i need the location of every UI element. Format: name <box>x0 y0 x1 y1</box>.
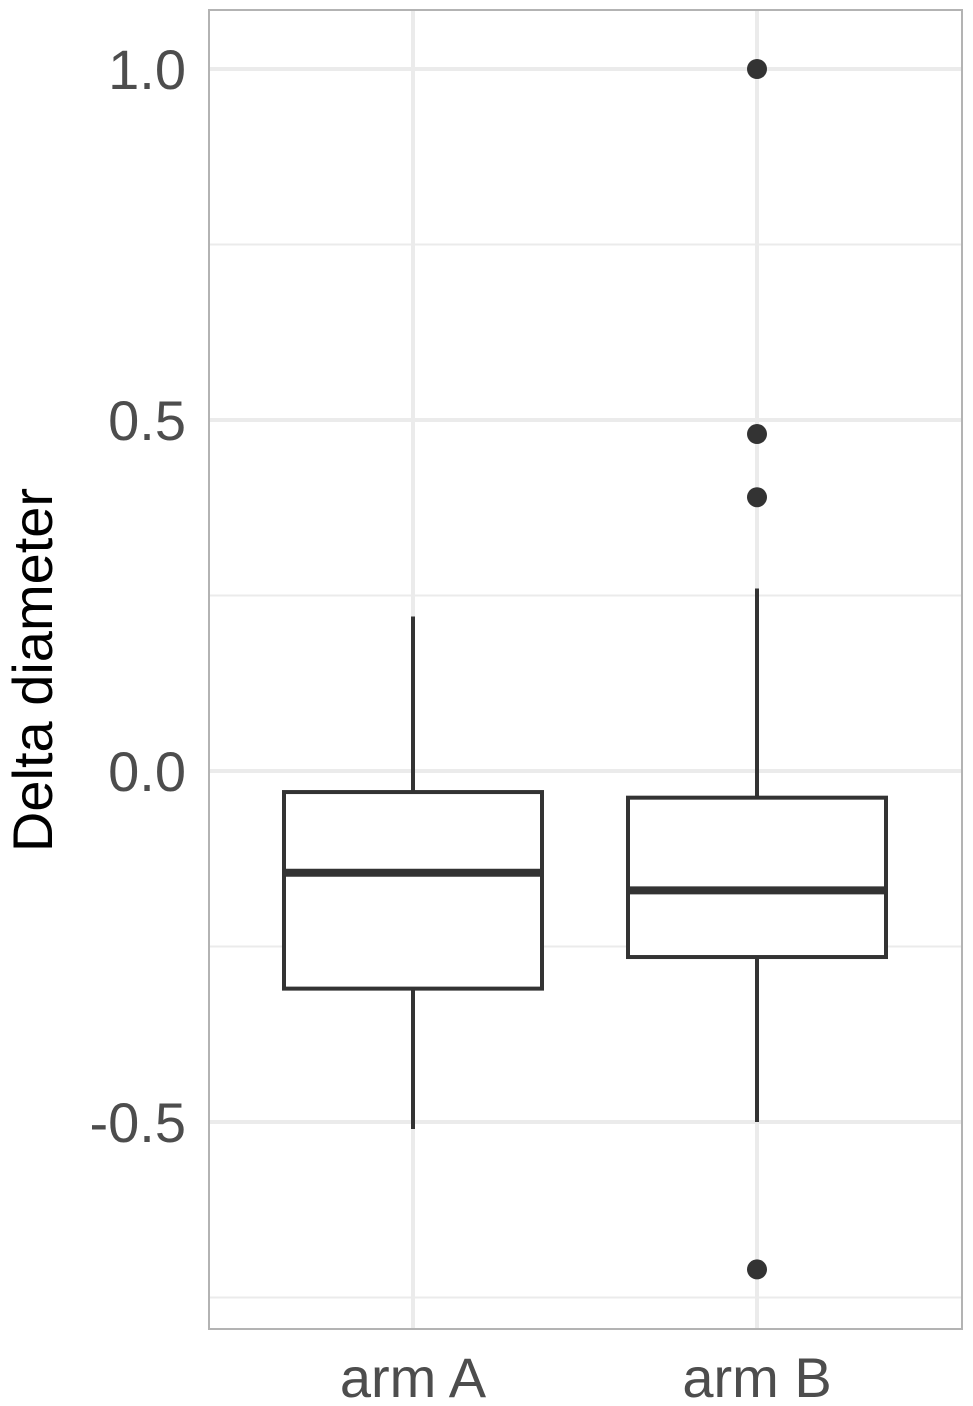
iqr-box <box>282 790 544 991</box>
y-tick-label: 0.0 <box>108 740 186 803</box>
outlier-point <box>747 424 767 445</box>
box-groups <box>282 59 888 1280</box>
y-axis-title: Delta diameter <box>1 488 64 852</box>
outlier-point <box>747 1259 767 1280</box>
x-axis-tick-labels: arm A arm B <box>340 1346 832 1406</box>
panel-border <box>208 9 963 1330</box>
outlier-point <box>747 487 767 508</box>
y-tick-label: 1.0 <box>108 38 186 101</box>
y-tick-label: 0.5 <box>108 389 186 452</box>
grid-major-lines <box>209 67 962 1124</box>
box-group <box>626 59 888 1280</box>
x-tick-label: arm A <box>340 1346 487 1406</box>
outlier-point <box>747 59 767 79</box>
box-group <box>282 616 544 1130</box>
panel-background <box>209 10 962 1329</box>
y-axis-tick-labels: -0.5 0.0 0.5 1.0 <box>90 38 187 1154</box>
y-tick-label: -0.5 <box>90 1091 187 1154</box>
x-tick-label: arm B <box>682 1346 831 1406</box>
iqr-box <box>626 795 888 960</box>
